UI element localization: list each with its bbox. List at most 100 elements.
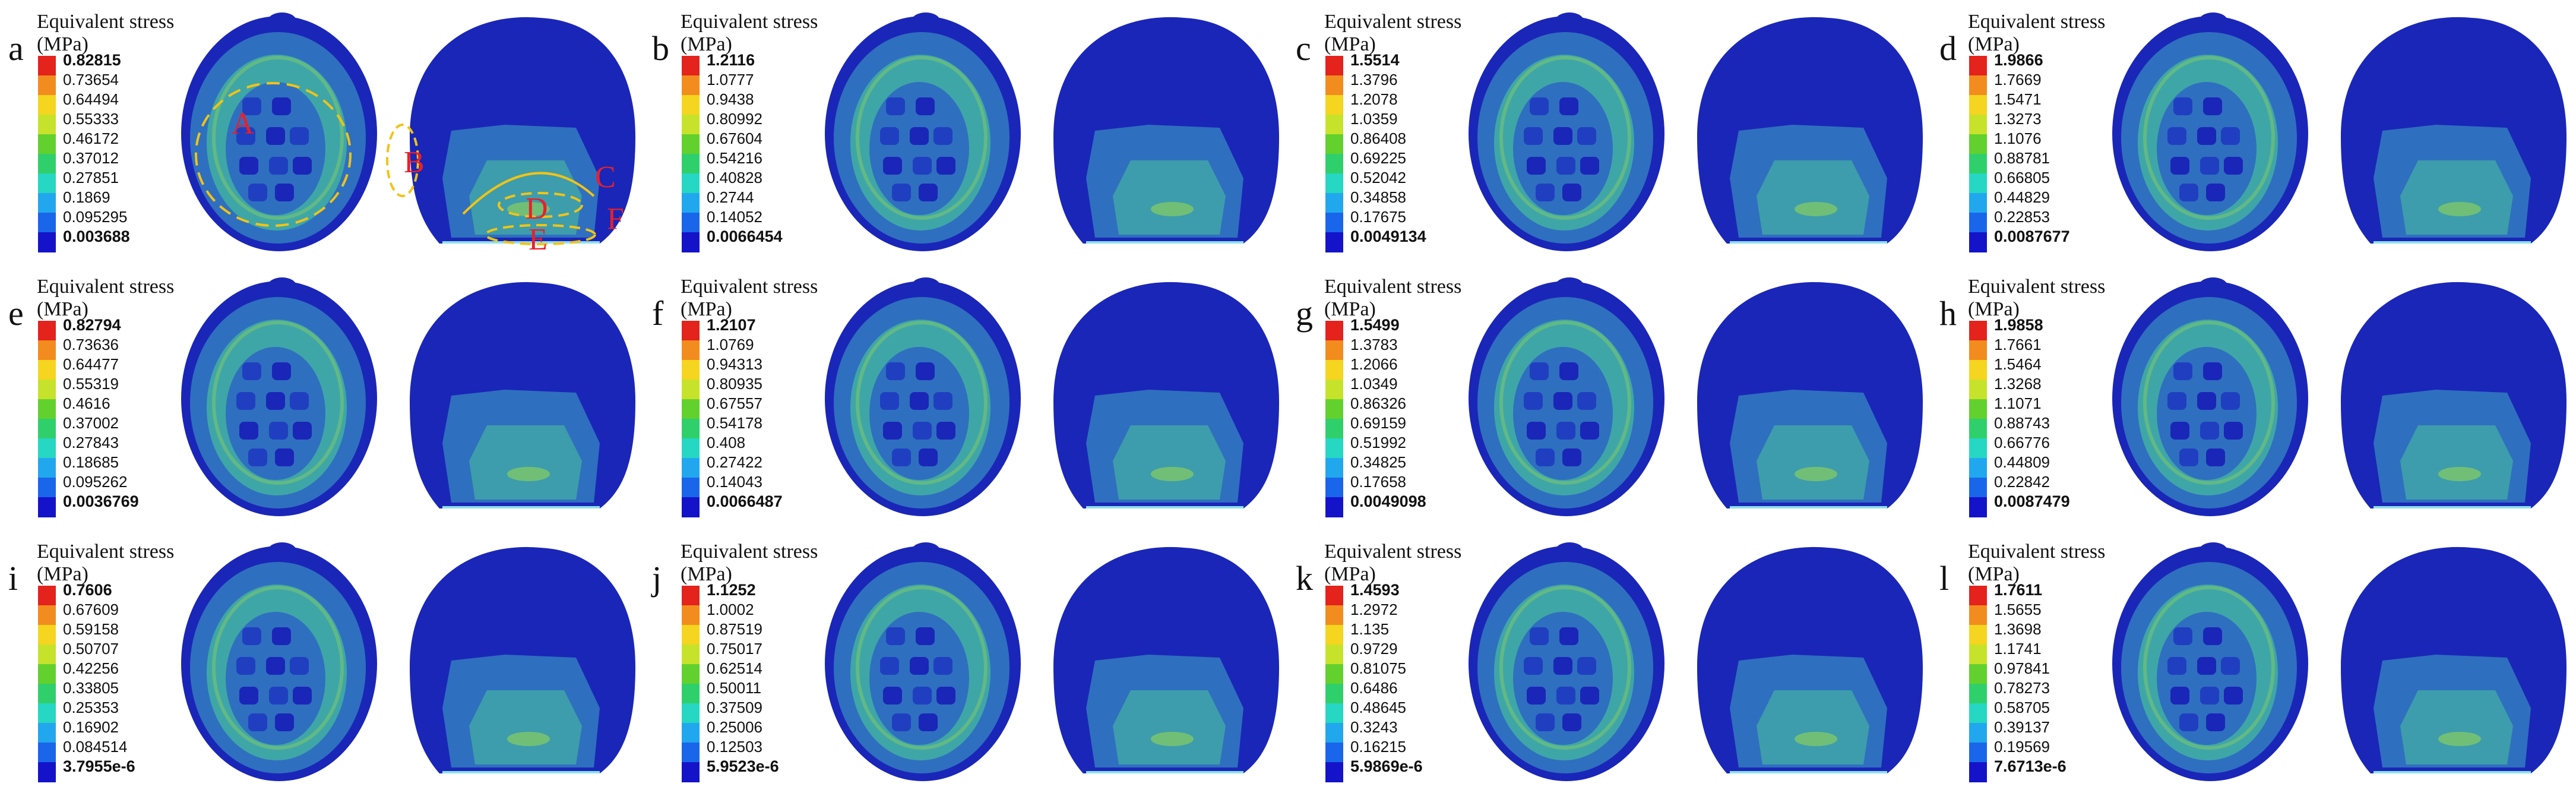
legend-value: 0.25006	[707, 718, 762, 736]
lattice-cell	[1530, 97, 1549, 115]
legend-swatch	[1969, 134, 1987, 154]
lattice-cell	[936, 687, 955, 705]
legend-swatch	[1969, 645, 1987, 665]
lattice-cell	[1536, 713, 1555, 731]
legend-swatch	[38, 586, 56, 606]
legend-value: 0.42256	[63, 659, 119, 677]
legend-unit: (MPa)	[1324, 33, 1376, 55]
legend-swatch	[1969, 458, 1987, 478]
legend-value: 0.22842	[1994, 473, 2050, 491]
lattice-cell	[275, 713, 294, 731]
legend-value: 0.58705	[1994, 699, 2050, 716]
legend-swatch	[1969, 438, 1987, 459]
lattice-cell	[1562, 448, 1581, 466]
lattice-cell	[919, 448, 938, 466]
legend-value: 0.69159	[1350, 414, 1406, 432]
legend-swatch	[38, 193, 56, 213]
legend-swatch	[1325, 213, 1343, 233]
panel-letter: a	[8, 29, 24, 68]
fea-model-view	[798, 0, 1285, 265]
legend-swatch	[682, 625, 700, 645]
legend-swatch	[1325, 438, 1343, 459]
panel-letter: j	[652, 559, 662, 598]
legend-value: 1.5464	[1994, 355, 2042, 373]
lattice-cell	[880, 657, 899, 675]
legend-unit: (MPa)	[1324, 563, 1376, 585]
legend-swatch	[682, 193, 700, 213]
lattice-cell	[293, 422, 312, 440]
legend-value: 0.37012	[63, 149, 119, 167]
lattice-cell	[2200, 422, 2219, 440]
lattice-cell	[2206, 448, 2225, 466]
legend-value: 0.52042	[1350, 169, 1406, 187]
legend-value: 0.34825	[1350, 453, 1406, 471]
legend-value: 0.55333	[63, 110, 119, 128]
legend-unit: (MPa)	[37, 298, 88, 320]
legend-swatch	[682, 419, 700, 439]
legend-value: 0.39137	[1994, 718, 2050, 736]
legend-value: 0.095262	[63, 473, 128, 491]
legend-value: 1.1076	[1994, 129, 2042, 147]
region-label-d: D	[526, 192, 548, 226]
legend-value: 1.0002	[707, 601, 754, 618]
legend-swatch	[682, 95, 700, 115]
color-legend: 1.1252 1.0002 0.87519 0.75017 0.62514 0.50011…	[675, 582, 793, 788]
lattice-cell	[1559, 362, 1578, 380]
legend-swatch	[1325, 75, 1343, 96]
legend-value: 0.0066454	[707, 228, 783, 245]
legend-title: Equivalent stress	[37, 541, 175, 563]
lattice-cell	[239, 157, 258, 175]
legend-value: 0.69225	[1350, 149, 1406, 167]
legend-value: 0.80992	[707, 110, 762, 128]
legend-swatch	[38, 232, 56, 252]
fea-model-view	[154, 265, 641, 530]
color-legend: 1.5499 1.3783 1.2066 1.0349 0.86326 0.69159 0.…	[1318, 317, 1437, 523]
legend-swatch	[682, 134, 700, 154]
legend-value: 0.80935	[707, 375, 762, 393]
legend-value: 1.0769	[707, 336, 754, 353]
panel-letter: c	[1296, 29, 1311, 68]
legend-unit: (MPa)	[37, 563, 88, 585]
lattice-cell	[2170, 157, 2189, 175]
legend-swatch	[38, 645, 56, 665]
lattice-cell	[2173, 97, 2192, 115]
legend-swatch	[682, 497, 700, 517]
legend-value: 0.34858	[1350, 188, 1406, 206]
legend-value: 1.3268	[1994, 375, 2042, 393]
panel-letter: k	[1296, 559, 1313, 598]
lattice-cell	[272, 627, 291, 645]
lattice-cell	[916, 97, 935, 115]
legend-swatch	[682, 232, 700, 252]
legend-swatch	[38, 438, 56, 459]
legend-swatch	[1325, 762, 1343, 782]
legend-swatch	[1325, 232, 1343, 252]
legend-swatch	[1325, 605, 1343, 626]
lattice-cell	[886, 362, 905, 380]
legend-swatch	[1325, 664, 1343, 684]
legend-swatch	[38, 723, 56, 743]
legend-swatch	[1969, 193, 1987, 213]
lattice-cell	[880, 392, 899, 410]
lattice-cell	[1577, 657, 1596, 675]
legend-swatch	[1325, 625, 1343, 645]
legend-value: 0.2744	[707, 188, 754, 206]
legend-value: 0.37002	[63, 414, 119, 432]
color-legend: 0.82794 0.73636 0.64477 0.55319 0.4616 0.3700…	[31, 317, 150, 523]
legend-value: 0.18685	[63, 453, 119, 471]
legend-unit: (MPa)	[1968, 33, 2020, 55]
legend-value: 0.66805	[1994, 169, 2050, 187]
legend-swatch	[1969, 497, 1987, 517]
legend-swatch	[38, 213, 56, 233]
legend-swatch	[1325, 95, 1343, 115]
lattice-cell	[892, 448, 911, 466]
lattice-cell	[910, 657, 929, 675]
lattice-cell	[269, 157, 288, 175]
legend-swatch	[1969, 723, 1987, 743]
panel-letter: f	[652, 294, 664, 333]
lattice-cell	[892, 184, 911, 201]
legend-value: 0.9438	[707, 90, 754, 108]
fea-model-view	[1442, 530, 1929, 795]
legend-value: 0.50707	[63, 640, 119, 658]
legend-value: 1.3796	[1350, 71, 1398, 89]
